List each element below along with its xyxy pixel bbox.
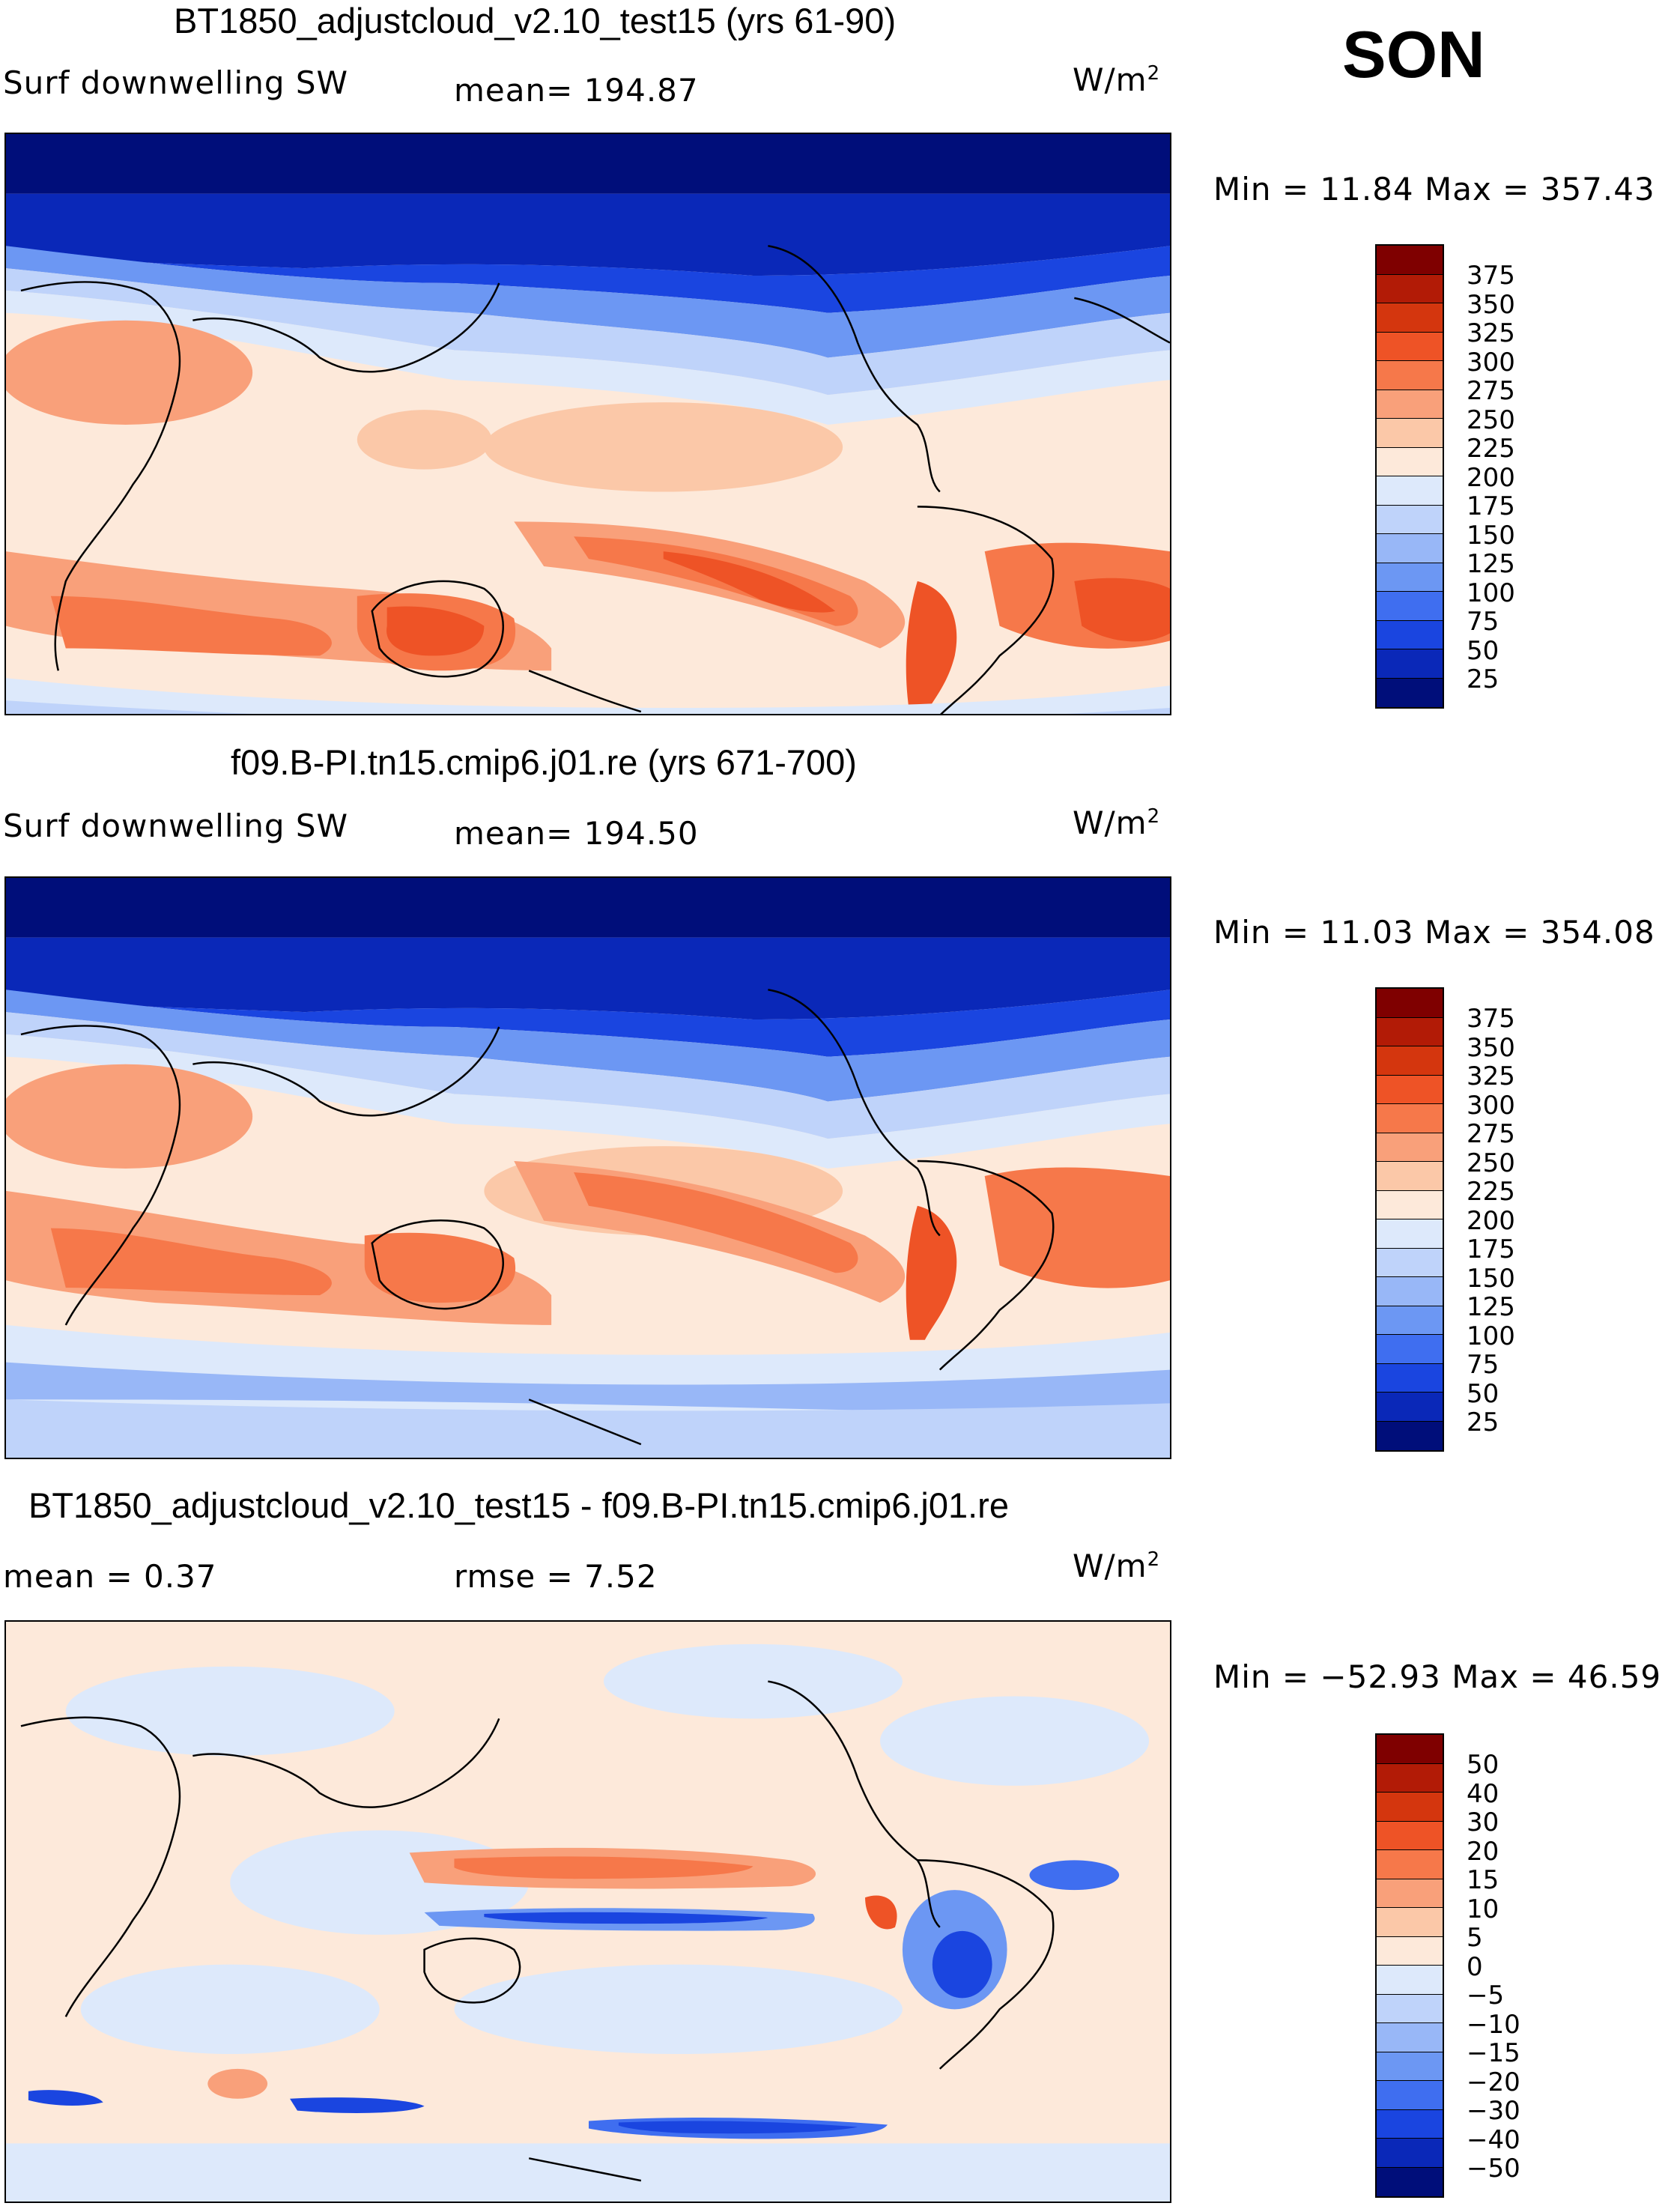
colorbar-tick: 275 [1467,376,1515,406]
colorbar-tick: 125 [1467,549,1515,579]
colorbar-tick: 250 [1467,1148,1515,1178]
colorbar-tick: 300 [1467,348,1515,378]
colorbar-tick: 25 [1467,664,1499,694]
colorbar-tick: 25 [1467,1408,1499,1437]
panel-1-mean-label: mean= 194.87 [454,72,699,109]
colorbar-tick: −20 [1467,2067,1520,2097]
panel-3-map [4,1620,1171,2203]
panel-1-variable-label: Surf downwelling SW [3,64,349,101]
colorbar-tick: 50 [1467,636,1499,666]
colorbar-tick: −5 [1467,1981,1505,2011]
panel-3-contour-map [6,1622,1170,2202]
panel-3-rmse-label: rmse = 7.52 [454,1558,658,1595]
colorbar-tick: 375 [1467,1004,1515,1034]
colorbar-tick: 100 [1467,1321,1515,1351]
colorbar-tick: −50 [1467,2154,1520,2184]
panel-3-colorbar [1375,1733,1444,2198]
colorbar-tick: 200 [1467,1206,1515,1236]
colorbar-tick: 40 [1467,1779,1499,1809]
panel-3-title: BT1850_adjustcloud_v2.10_test15 - f09.B-… [28,1485,1009,1525]
colorbar-tick: 225 [1467,434,1515,464]
panel-1-map [4,133,1171,715]
colorbar-tick: 75 [1467,1350,1499,1380]
panel-3-mean-label: mean = 0.37 [3,1558,217,1595]
colorbar-tick: 175 [1467,1234,1515,1264]
colorbar-tick: 300 [1467,1091,1515,1121]
colorbar-tick: −15 [1467,2038,1520,2068]
panel-2-minmax: Min = 11.03 Max = 354.08 [1213,914,1655,951]
colorbar-tick: 15 [1467,1865,1499,1895]
colorbar-tick: 225 [1467,1177,1515,1207]
colorbar-tick: 175 [1467,491,1515,521]
colorbar-tick: 200 [1467,463,1515,493]
panel-2-variable-label: Surf downwelling SW [3,807,349,844]
panel-3-minmax: Min = −52.93 Max = 46.59 [1213,1658,1662,1695]
colorbar-tick: −40 [1467,2125,1520,2155]
colorbar-tick: 5 [1467,1923,1483,1953]
colorbar-tick: 20 [1467,1837,1499,1867]
colorbar-tick: 10 [1467,1894,1499,1924]
colorbar-tick: 250 [1467,405,1515,435]
colorbar-tick: 75 [1467,607,1499,637]
colorbar-tick: −10 [1467,2010,1520,2040]
panel-1-colorbar [1375,244,1444,709]
season-label: SON [1342,17,1485,91]
colorbar-tick: 350 [1467,290,1515,320]
panel-2-title: f09.B-PI.tn15.cmip6.j01.re (yrs 671-700) [231,742,857,782]
panel-1-units: W/m2 [1073,61,1161,98]
colorbar-tick: 50 [1467,1379,1499,1409]
panel-1-title: BT1850_adjustcloud_v2.10_test15 (yrs 61-… [174,1,897,40]
colorbar-tick: −30 [1467,2096,1520,2126]
panel-2-contour-map [6,878,1170,1458]
colorbar-tick: 100 [1467,578,1515,608]
colorbar-tick: 125 [1467,1292,1515,1322]
colorbar-tick: 275 [1467,1119,1515,1149]
colorbar-tick: 350 [1467,1033,1515,1063]
colorbar-tick: 375 [1467,261,1515,291]
colorbar-tick: 30 [1467,1808,1499,1837]
panel-2-colorbar [1375,987,1444,1452]
colorbar-tick: 150 [1467,521,1515,551]
panel-1-minmax: Min = 11.84 Max = 357.43 [1213,171,1655,207]
panel-3-units: W/m2 [1073,1548,1161,1584]
colorbar-tick: 0 [1467,1952,1483,1982]
colorbar-tick: 325 [1467,318,1515,348]
colorbar-tick: 325 [1467,1061,1515,1091]
colorbar-tick: 50 [1467,1750,1499,1780]
panel-2-mean-label: mean= 194.50 [454,815,699,852]
colorbar-tick: 150 [1467,1264,1515,1294]
panel-2-map [4,876,1171,1459]
panel-1-contour-map [6,134,1170,714]
panel-2-units: W/m2 [1073,804,1161,841]
